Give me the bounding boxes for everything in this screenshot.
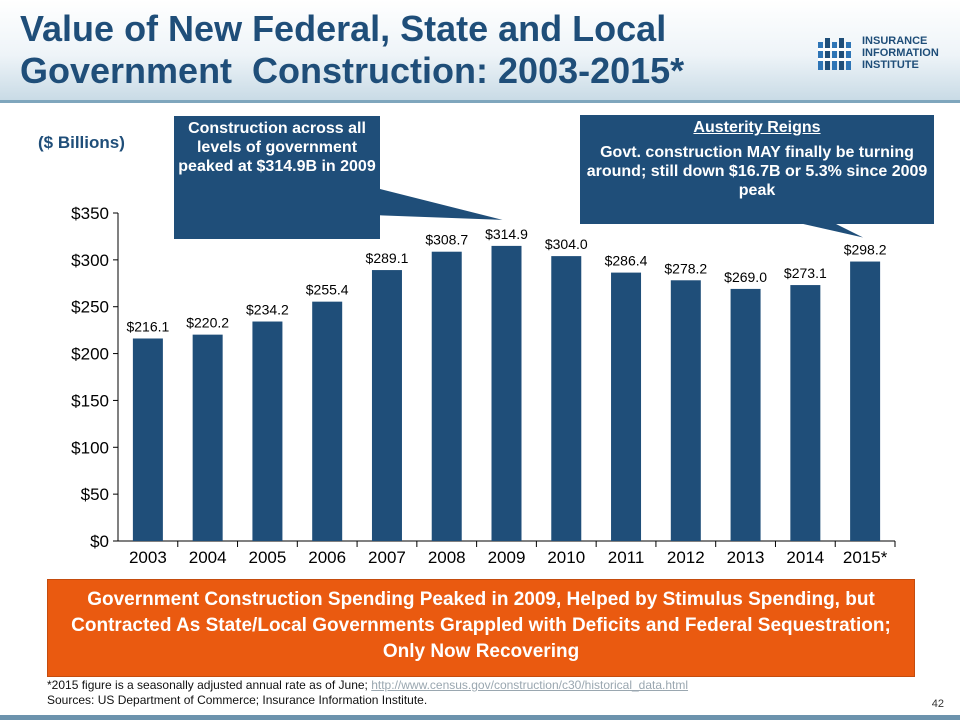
- bar: [312, 301, 343, 541]
- units-label: ($ Billions): [38, 133, 125, 152]
- data-label: $234.2: [246, 302, 289, 318]
- x-tick-label: 2003: [129, 548, 167, 567]
- bar: [252, 321, 283, 541]
- bar: [850, 261, 881, 541]
- bar: [670, 280, 701, 541]
- footnote: *2015 figure is a seasonally adjusted an…: [47, 678, 688, 708]
- x-tick-label: 2009: [488, 548, 526, 567]
- bar: [491, 245, 522, 541]
- y-tick-label: $150: [71, 391, 109, 410]
- peak-callout-pointer: [372, 187, 503, 220]
- x-tick-label: 2008: [428, 548, 466, 567]
- austerity-callout-pointer: [790, 221, 864, 238]
- bar: [790, 285, 821, 541]
- data-label: $289.1: [366, 250, 409, 266]
- title-banner: [0, 0, 960, 103]
- footnote-note: *2015 figure is a seasonally adjusted an…: [47, 678, 372, 692]
- x-tick-label: 2011: [608, 548, 645, 567]
- austerity-callout-text: Govt. construction MAY finally be turnin…: [586, 144, 928, 199]
- x-tick-label: 2005: [249, 548, 287, 567]
- x-tick-label: 2004: [189, 548, 227, 567]
- x-tick-label: 2006: [308, 548, 346, 567]
- data-label: $269.0: [724, 269, 767, 285]
- data-label: $255.4: [306, 282, 349, 298]
- austerity-callout-title: Austerity Reigns: [693, 119, 821, 136]
- y-tick-label: $200: [71, 345, 109, 364]
- data-label: $278.2: [664, 260, 707, 276]
- source-link[interactable]: http://www.census.gov/construction/c30/h…: [371, 678, 689, 692]
- bar: [431, 251, 462, 542]
- data-label: $286.4: [605, 253, 648, 269]
- logo-mark-icon: [818, 38, 851, 70]
- austerity-callout: Austerity Reigns Govt. construction MAY …: [580, 115, 934, 224]
- y-tick-label: $100: [71, 438, 109, 457]
- iii-logo: INSURANCE INFORMATION INSTITUTE: [818, 34, 958, 76]
- data-label: $298.2: [844, 242, 887, 258]
- bottom-bar: [0, 715, 960, 720]
- x-tick-label: 2013: [727, 548, 765, 567]
- y-tick-label: $250: [71, 298, 109, 317]
- y-tick-label: $350: [71, 204, 109, 223]
- bar: [551, 256, 582, 541]
- x-tick-label: 2010: [547, 548, 585, 567]
- bar: [371, 270, 402, 541]
- data-label: $273.1: [784, 265, 827, 281]
- logo-wordmark: INSURANCE INFORMATION INSTITUTE: [862, 35, 939, 71]
- data-label: $308.7: [425, 232, 468, 248]
- data-label: $304.0: [545, 236, 588, 252]
- sources-line: Sources: US Department of Commerce; Insu…: [47, 693, 428, 707]
- y-tick-label: $0: [90, 532, 109, 551]
- summary-text: Government Construction Spending Peaked …: [71, 589, 891, 662]
- data-label: $314.9: [485, 226, 528, 242]
- bar: [730, 288, 761, 541]
- page-number: 42: [931, 698, 944, 710]
- title-line-1: Value of New Federal, State and Local: [20, 8, 667, 49]
- peak-callout: Construction across all levels of govern…: [174, 116, 380, 239]
- bar: [132, 338, 163, 541]
- y-tick-label: $300: [71, 251, 109, 270]
- summary-box: Government Construction Spending Peaked …: [47, 579, 915, 677]
- bar: [192, 334, 223, 541]
- x-tick-label: 2014: [786, 548, 824, 567]
- data-label: $220.2: [186, 315, 229, 331]
- x-tick-label: 2012: [667, 548, 705, 567]
- page-title: Value of New Federal, State and Local Go…: [20, 8, 800, 92]
- x-tick-label: 2007: [368, 548, 406, 567]
- title-line-2: Government Construction: 2003-2015*: [20, 50, 685, 91]
- x-tick-label: 2015*: [843, 548, 888, 567]
- data-label: $216.1: [126, 318, 169, 334]
- bar: [611, 272, 642, 541]
- peak-callout-text: Construction across all levels of govern…: [178, 120, 376, 175]
- y-tick-label: $50: [81, 485, 109, 504]
